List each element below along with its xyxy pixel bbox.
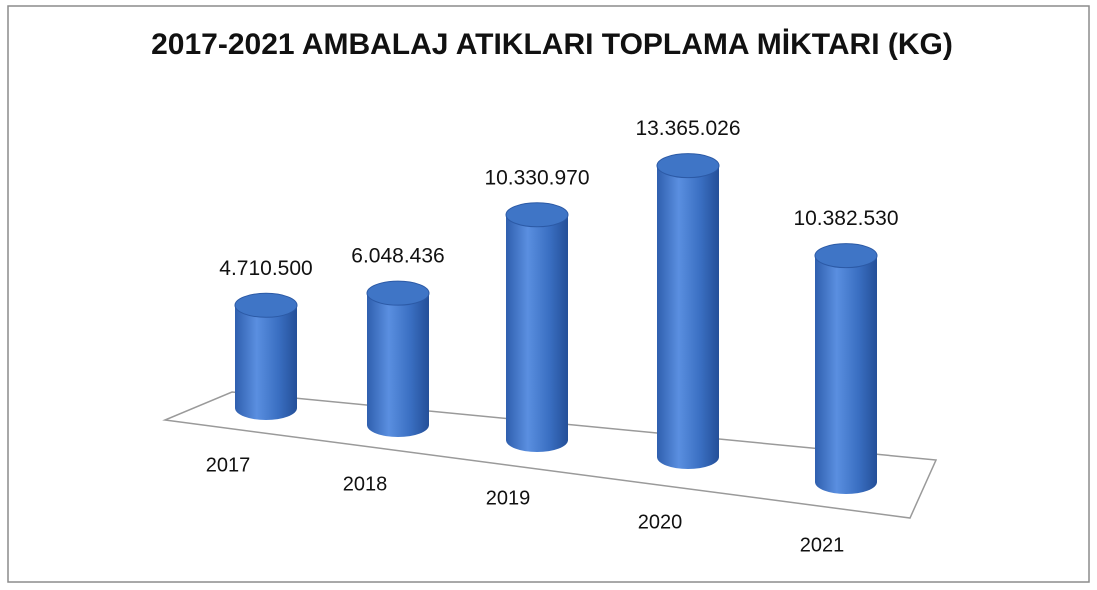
cylinder xyxy=(367,293,429,437)
x-tick-label: 2018 xyxy=(343,473,388,495)
chart-title: 2017-2021 AMBALAJ ATIKLARI TOPLAMA MİKTA… xyxy=(151,28,953,61)
value-label: 4.710.500 xyxy=(219,257,312,280)
x-tick-label: 2020 xyxy=(638,511,683,533)
cylinder-top xyxy=(814,243,878,269)
value-label: 6.048.436 xyxy=(351,245,444,268)
value-label: 10.382.530 xyxy=(793,207,898,230)
cylinder xyxy=(657,165,719,469)
x-tick-label: 2019 xyxy=(486,487,531,509)
cylinder-top xyxy=(234,292,298,318)
cylinder-top xyxy=(366,280,430,306)
cylinder xyxy=(506,214,568,452)
value-label: 10.330.970 xyxy=(484,166,589,189)
x-tick-label: 2021 xyxy=(800,534,845,556)
x-tick-label: 2017 xyxy=(206,454,251,476)
cylinder-top xyxy=(505,202,569,228)
value-label: 13.365.026 xyxy=(635,117,740,140)
cylinder xyxy=(815,255,877,494)
cylinder xyxy=(235,305,297,420)
cylinder-top xyxy=(656,153,720,179)
